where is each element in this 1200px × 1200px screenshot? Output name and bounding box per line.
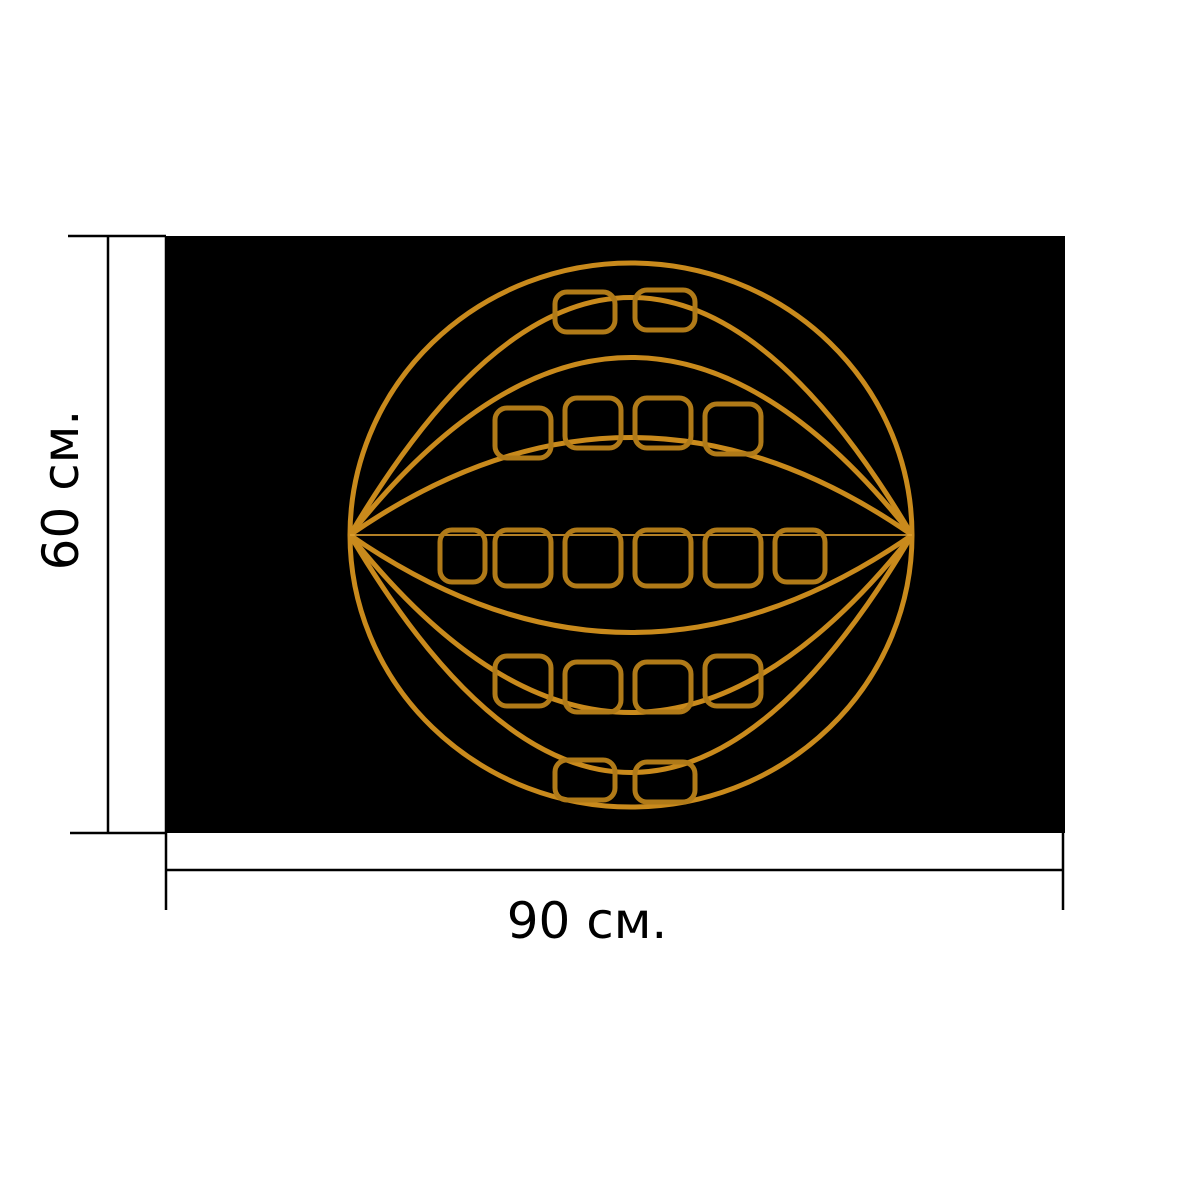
dimension-lines <box>68 234 1065 910</box>
width-label: 90 см. <box>507 892 668 950</box>
height-label: 60 см. <box>32 410 90 571</box>
sphere-artwork <box>347 260 915 810</box>
